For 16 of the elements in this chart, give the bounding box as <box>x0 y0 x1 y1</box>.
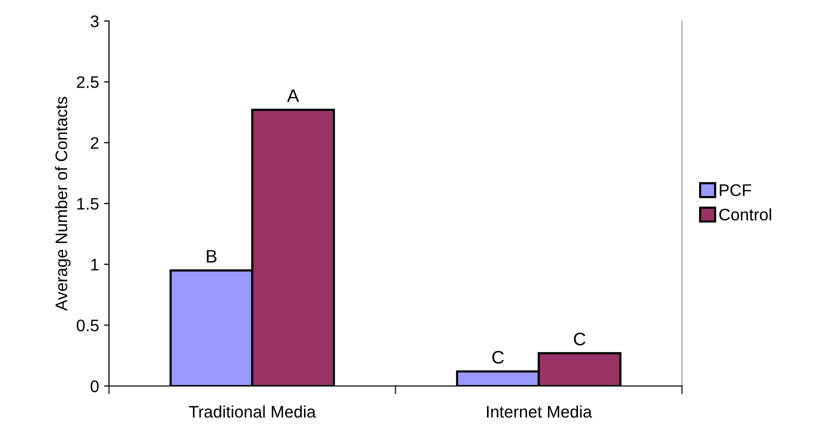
annotation: A <box>287 89 300 102</box>
x-tick-label: Traditional Media <box>189 405 316 418</box>
y-tick-label: 3 <box>90 15 99 28</box>
x-tick-label: Internet Media <box>487 405 592 418</box>
y-tick-label: 0 <box>90 380 99 392</box>
y-tick-label: 1 <box>91 258 98 270</box>
y-tick-label: 2 <box>90 137 98 149</box>
legend-label: PCF <box>720 184 752 196</box>
y-tick-label: 2.5 <box>76 76 99 88</box>
annotation: C <box>492 350 504 364</box>
annotation: B <box>206 250 216 263</box>
annotation: C <box>574 332 586 346</box>
y-tick-label: 1.5 <box>77 198 99 210</box>
y-tick-label: 0.5 <box>76 320 99 332</box>
y-axis-title: Average Number of Contacts <box>55 96 71 311</box>
legend-label: Control <box>719 208 772 220</box>
